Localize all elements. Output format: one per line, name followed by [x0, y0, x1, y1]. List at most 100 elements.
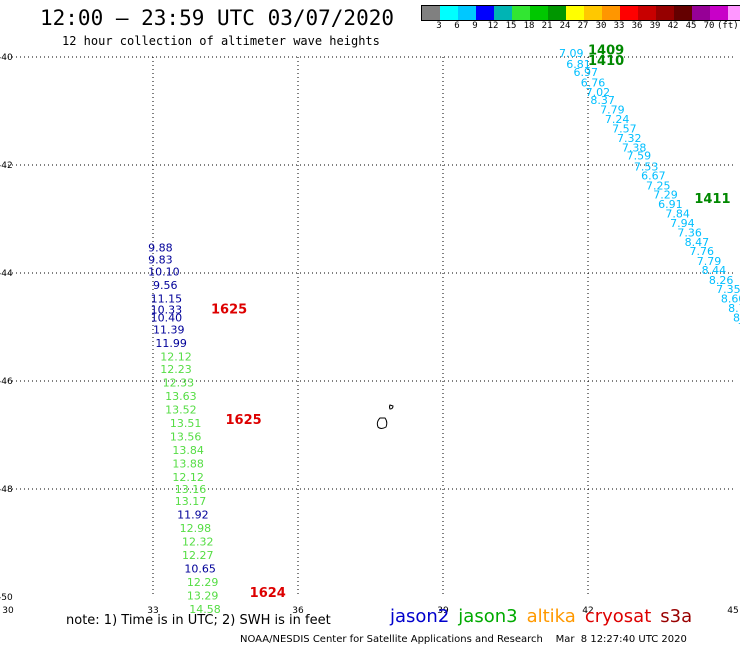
- wave-height-label: 12.27: [182, 549, 214, 562]
- wave-height-label: 9.56: [153, 279, 178, 292]
- wave-height-label: 8.26: [709, 274, 734, 287]
- scale-swatch: [440, 6, 458, 20]
- island-shape: [376, 417, 388, 429]
- wave-height-label: 7.35: [738, 321, 740, 334]
- wave-height-label: 6.91: [658, 198, 683, 211]
- pass-time-label: 1624: [250, 586, 286, 601]
- pass-time-label: 1625: [226, 413, 262, 428]
- island-outline: [376, 404, 394, 429]
- wave-height-label: 13.17: [175, 495, 207, 508]
- scale-swatch: [602, 6, 620, 20]
- wave-height-label: 7.57: [612, 123, 637, 136]
- scale-swatch: [476, 6, 494, 20]
- wave-height-label: 8.47: [685, 236, 710, 249]
- wave-height-label: 7.02: [586, 86, 611, 99]
- wave-height-label: 10.10: [148, 266, 180, 279]
- page-subtitle: 12 hour collection of altimeter wave hei…: [62, 34, 380, 48]
- satellite-s3a: s3a: [660, 606, 693, 627]
- wave-height-label: 6.76: [581, 77, 606, 90]
- wave-height-label: 11.99: [155, 337, 187, 350]
- wave-height-label: 12.33: [163, 376, 195, 389]
- x-tick-label: 33: [147, 606, 158, 616]
- wave-height-label: 12.29: [187, 576, 219, 589]
- wave-height-label: 11.39: [153, 323, 185, 336]
- wave-height-label: 7.79: [697, 255, 722, 268]
- wave-height-label: 8.60: [721, 293, 740, 306]
- satellite-altika: altika: [526, 606, 576, 627]
- wave-height-label: 6.67: [641, 170, 666, 183]
- scale-label: 3: [436, 21, 442, 31]
- scale-swatch: [692, 6, 710, 20]
- wave-height-label: 7.84: [665, 207, 690, 220]
- wave-height-label: 7.36: [677, 226, 702, 239]
- scale-label: 45: [685, 21, 697, 31]
- note-text: note: 1) Time is in UTC; 2) SWH is in fe…: [66, 613, 331, 628]
- scale-label: (ft): [717, 21, 739, 31]
- satellite-legend: jason2 jason3 altika cryosat s3a: [390, 606, 701, 627]
- wave-height-label: 7.35: [716, 283, 740, 296]
- x-tick-label: 45: [727, 606, 738, 616]
- wave-height-label: 8.37: [590, 94, 615, 107]
- wave-height-label: 7.59: [627, 150, 652, 163]
- wave-height-label: 7.76: [690, 245, 715, 258]
- scale-label: 33: [613, 21, 625, 31]
- y-tick-label: -46: [0, 377, 13, 387]
- scale-label: 70: [703, 21, 715, 31]
- wave-height-label: 13.29: [187, 590, 219, 603]
- scale-swatch: [728, 6, 740, 20]
- color-scale-bar: [421, 5, 740, 21]
- wave-height-label: 10.33: [151, 304, 183, 317]
- wave-height-label: 13.52: [165, 403, 197, 416]
- scale-swatch: [674, 6, 692, 20]
- wave-height-points: 7.096.816.976.767.028.377.797.247.577.32…: [148, 47, 740, 616]
- scale-swatch: [512, 6, 530, 20]
- wave-height-label: 10.40: [151, 312, 183, 325]
- scale-label: 30: [595, 21, 607, 31]
- scale-swatch: [638, 6, 656, 20]
- wave-height-label: 7.94: [670, 217, 695, 230]
- wave-height-label: 9.83: [148, 253, 173, 266]
- wave-height-label: 7.29: [653, 188, 678, 201]
- scale-swatch: [656, 6, 674, 20]
- page-title: 12:00 – 23:59 UTC 03/07/2020: [40, 6, 395, 30]
- wave-height-label: 6.81: [566, 58, 591, 71]
- wave-height-label: 7.25: [646, 179, 671, 192]
- satellite-jason2: jason2: [390, 606, 450, 627]
- y-tick-label: -40: [0, 53, 13, 63]
- wave-height-label: 13.56: [170, 430, 202, 443]
- wave-height-label: 12.23: [160, 363, 192, 376]
- wave-height-label: 12.12: [160, 350, 192, 363]
- scale-swatch: [584, 6, 602, 20]
- pass-time-label: 1625: [211, 303, 247, 318]
- pass-time-label: 1411: [694, 192, 730, 207]
- wave-height-label: 13.84: [172, 444, 204, 457]
- scale-swatch: [530, 6, 548, 20]
- pass-time-label: 1409: [588, 43, 624, 58]
- scale-swatch: [458, 6, 476, 20]
- scale-label: 21: [541, 21, 553, 31]
- scale-label: 15: [505, 21, 517, 31]
- islet-shape: [389, 404, 394, 410]
- wave-height-label: 8.73: [728, 302, 740, 315]
- scale-swatch: [422, 6, 440, 20]
- x-tick-label: 36: [292, 606, 304, 616]
- wave-height-label: 13.51: [170, 417, 202, 430]
- wave-height-label: 13.16: [175, 483, 207, 496]
- scale-label: 24: [559, 21, 571, 31]
- wave-height-label: 7.09: [559, 47, 584, 60]
- x-tick-label: 42: [582, 606, 593, 616]
- scale-swatch: [620, 6, 638, 20]
- wave-height-label: 8.39: [733, 312, 740, 325]
- wave-height-label: 7.53: [634, 160, 659, 173]
- map-grid: [8, 56, 733, 597]
- scale-label: 9: [472, 21, 478, 31]
- scale-label: 27: [577, 21, 589, 31]
- map-axes: 30 33 36 39 42 45 -40 -42 -44 -46 -48 -50: [0, 53, 739, 616]
- scale-swatch: [548, 6, 566, 20]
- wave-height-label: 9.88: [148, 241, 173, 254]
- x-tick-label: 30: [2, 606, 14, 616]
- wave-height-label: 12.98: [180, 522, 212, 535]
- wave-height-label: 13.88: [172, 457, 204, 470]
- scale-label: 18: [523, 21, 535, 31]
